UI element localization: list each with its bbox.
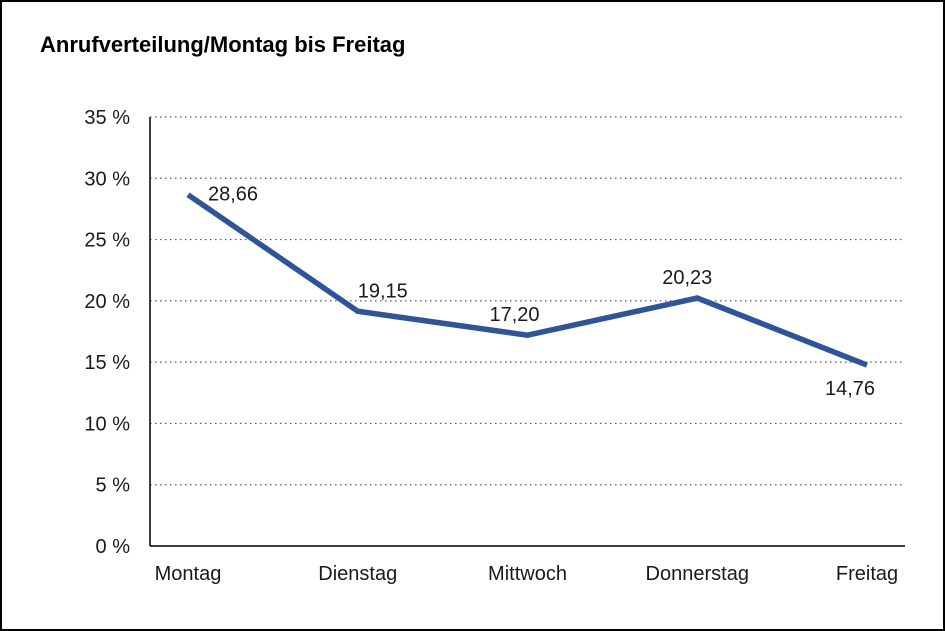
y-axis-tick-label: 25 %: [84, 230, 130, 252]
x-axis-category-label: Freitag: [836, 563, 898, 585]
data-point-label: 14,76: [825, 378, 875, 400]
x-axis-category-label: Montag: [155, 563, 222, 585]
data-point-label: 28,66: [208, 184, 258, 206]
x-axis-category-label: Donnerstag: [646, 563, 749, 585]
x-axis-category-label: Dienstag: [318, 563, 397, 585]
y-axis-tick-label: 30 %: [84, 168, 130, 190]
x-axis-category-label: Mittwoch: [488, 563, 567, 585]
y-axis-tick-label: 10 %: [84, 413, 130, 435]
data-series-line: [186, 192, 869, 368]
y-axis-tick-label: 20 %: [84, 291, 130, 313]
data-point-label: 19,15: [358, 280, 408, 302]
y-axis-tick-label: 15 %: [84, 352, 130, 374]
chart-title: Anrufverteilung/Montag bis Freitag: [40, 32, 406, 57]
y-axis-tick-label: 0 %: [96, 536, 131, 558]
y-axis-tick-label: 5 %: [96, 475, 131, 497]
data-point-label: 20,23: [662, 267, 712, 289]
data-point-label: 17,20: [489, 304, 539, 326]
y-axis-tick-label: 35 %: [84, 107, 130, 129]
